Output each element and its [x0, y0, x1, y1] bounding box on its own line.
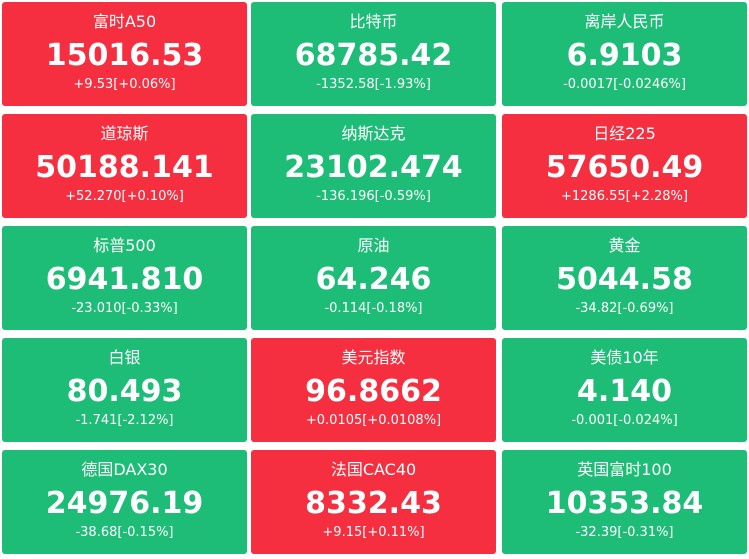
quote-change: -1352.58[-1.93%] [316, 77, 431, 92]
quote-change: -136.196[-0.59%] [316, 189, 431, 204]
quote-name: 道琼斯 [100, 124, 149, 143]
quote-change: +52.270[+0.10%] [65, 189, 184, 204]
quote-price: 96.8662 [305, 374, 442, 409]
quote-tile: 日经225 57650.49 +1286.55[+2.28%] [502, 114, 747, 218]
quote-name: 白银 [108, 348, 141, 367]
quote-price: 15016.53 [45, 38, 204, 73]
quote-name: 纳斯达克 [341, 124, 406, 143]
quote-name: 富时A50 [92, 12, 157, 31]
quote-name: 德国DAX30 [81, 460, 168, 479]
quote-price: 57650.49 [545, 150, 704, 185]
quote-change: +0.0105[+0.0108%] [305, 413, 442, 428]
quote-name: 离岸人民币 [584, 12, 665, 31]
quote-tile: 美债10年 4.140 -0.001[-0.024%] [502, 338, 747, 442]
quote-tile: 英国富时100 10353.84 -32.39[-0.31%] [502, 450, 747, 554]
quote-change: -23.010[-0.33%] [71, 301, 178, 316]
quote-change: +9.53[+0.06%] [73, 77, 176, 92]
quote-tile: 法国CAC40 8332.43 +9.15[+0.11%] [251, 450, 496, 554]
quote-name: 黄金 [608, 236, 641, 255]
quote-price: 10353.84 [545, 486, 704, 521]
quote-price: 50188.141 [35, 150, 214, 185]
quote-tile: 原油 64.246 -0.114[-0.18%] [251, 226, 496, 330]
quote-name: 英国富时100 [577, 460, 672, 479]
quote-price: 8332.43 [305, 486, 442, 521]
quote-change: -0.001[-0.024%] [571, 413, 678, 428]
quote-change: +9.15[+0.11%] [322, 525, 425, 540]
quote-change: -0.114[-0.18%] [324, 301, 423, 316]
quote-price: 64.246 [315, 262, 432, 297]
quote-price: 24976.19 [45, 486, 204, 521]
quote-name: 日经225 [593, 124, 656, 143]
quote-name: 原油 [357, 236, 390, 255]
quote-price: 80.493 [66, 374, 183, 409]
quote-price: 4.140 [577, 374, 672, 409]
quote-tile: 白银 80.493 -1.741[-2.12%] [2, 338, 247, 442]
quote-change: -32.39[-0.31%] [575, 525, 674, 540]
quote-price: 6941.810 [45, 262, 204, 297]
quote-tile: 富时A50 15016.53 +9.53[+0.06%] [2, 2, 247, 106]
quote-name: 美元指数 [341, 348, 406, 367]
quote-tile: 德国DAX30 24976.19 -38.68[-0.15%] [2, 450, 247, 554]
quote-tile: 离岸人民币 6.9103 -0.0017[-0.0246%] [502, 2, 747, 106]
quote-name: 标普500 [93, 236, 156, 255]
quote-change: +1286.55[+2.28%] [561, 189, 688, 204]
quote-name: 美债10年 [590, 348, 659, 367]
quote-tile: 道琼斯 50188.141 +52.270[+0.10%] [2, 114, 247, 218]
quote-price: 6.9103 [566, 38, 683, 73]
quote-tile: 比特币 68785.42 -1352.58[-1.93%] [251, 2, 496, 106]
quote-tile: 纳斯达克 23102.474 -136.196[-0.59%] [251, 114, 496, 218]
quote-change: -34.82[-0.69%] [575, 301, 674, 316]
quote-tile: 黄金 5044.58 -34.82[-0.69%] [502, 226, 747, 330]
quote-name: 比特币 [349, 12, 398, 31]
quote-price: 23102.474 [284, 150, 463, 185]
quote-change: -1.741[-2.12%] [75, 413, 174, 428]
quote-change: -38.68[-0.15%] [75, 525, 174, 540]
quote-price: 68785.42 [294, 38, 453, 73]
quote-name: 法国CAC40 [330, 460, 417, 479]
quote-tile: 标普500 6941.810 -23.010[-0.33%] [2, 226, 247, 330]
quote-change: -0.0017[-0.0246%] [563, 77, 686, 92]
quote-price: 5044.58 [556, 262, 693, 297]
quote-tile: 美元指数 96.8662 +0.0105[+0.0108%] [251, 338, 496, 442]
